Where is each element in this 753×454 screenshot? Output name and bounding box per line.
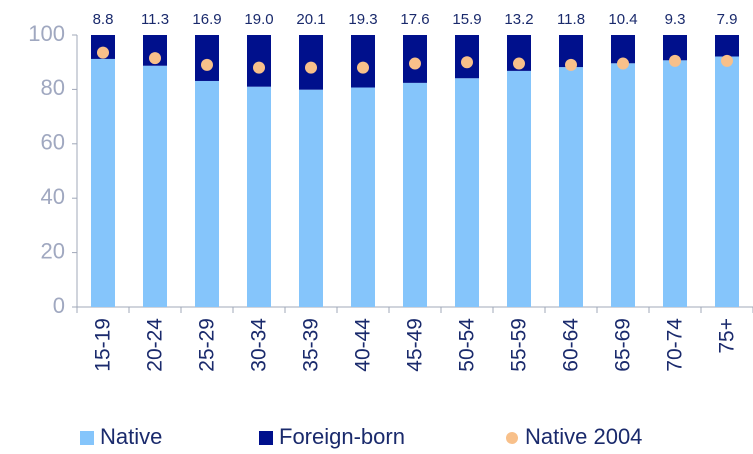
dot bbox=[461, 56, 473, 69]
x-tick-label: 25-29 bbox=[196, 318, 219, 372]
x-tick-group: 15-19 bbox=[92, 318, 115, 372]
data-label: 8.8 bbox=[93, 11, 114, 28]
dot bbox=[669, 54, 681, 67]
bar-segment bbox=[715, 56, 739, 307]
bar-segment bbox=[403, 82, 427, 307]
dot bbox=[305, 61, 317, 74]
x-tick-group: 30-34 bbox=[248, 318, 271, 372]
legend-marker bbox=[80, 431, 94, 445]
dot bbox=[721, 54, 733, 67]
bar-segment bbox=[507, 70, 531, 308]
x-tick-label: 75+ bbox=[716, 318, 739, 354]
dot bbox=[409, 57, 421, 70]
x-tick-group: 65-69 bbox=[612, 318, 635, 372]
bar-segment bbox=[351, 35, 375, 88]
y-tick-label: 60 bbox=[41, 130, 65, 155]
x-tick-label: 35-39 bbox=[300, 318, 323, 372]
bar-segment bbox=[247, 35, 271, 87]
y-tick-label: 100 bbox=[28, 21, 65, 46]
x-tick-label: 65-69 bbox=[612, 318, 635, 372]
y-tick-label: 20 bbox=[41, 238, 65, 263]
data-label: 19.0 bbox=[244, 11, 273, 28]
bar-segment bbox=[195, 80, 219, 307]
data-label: 15.9 bbox=[452, 11, 481, 28]
x-tick-group: 25-29 bbox=[196, 318, 219, 372]
x-tick-group: 60-64 bbox=[560, 318, 583, 372]
y-tick-label: 80 bbox=[41, 75, 65, 100]
x-tick-group: 50-54 bbox=[456, 318, 479, 372]
dot bbox=[357, 61, 369, 74]
x-tick-group: 40-44 bbox=[352, 318, 375, 372]
bar-segment bbox=[351, 87, 375, 307]
data-label: 11.3 bbox=[141, 11, 169, 28]
data-label: 7.9 bbox=[717, 11, 738, 28]
data-label: 11.8 bbox=[557, 11, 585, 28]
x-tick-label: 20-24 bbox=[144, 318, 167, 372]
data-label: 13.2 bbox=[504, 11, 533, 28]
x-tick-group: 70-74 bbox=[664, 318, 687, 372]
bar-segment bbox=[299, 89, 323, 307]
data-label: 10.4 bbox=[608, 11, 637, 28]
legend-label: Foreign-born bbox=[279, 424, 405, 449]
data-label: 20.1 bbox=[296, 11, 325, 28]
legend-marker bbox=[506, 432, 518, 444]
bar-segment bbox=[715, 35, 739, 57]
y-tick-label: 40 bbox=[41, 184, 65, 209]
data-label: 19.3 bbox=[348, 11, 377, 28]
x-tick-group: 35-39 bbox=[300, 318, 323, 372]
data-label: 9.3 bbox=[665, 11, 686, 28]
x-tick-label: 15-19 bbox=[92, 318, 115, 372]
x-tick-group: 55-59 bbox=[508, 318, 531, 372]
x-tick-label: 60-64 bbox=[560, 318, 583, 372]
x-tick-group: 75+ bbox=[716, 318, 739, 354]
bar-segment bbox=[559, 67, 583, 307]
bar-segment bbox=[455, 78, 479, 307]
x-tick-label: 70-74 bbox=[664, 318, 687, 372]
legend-label: Native 2004 bbox=[525, 424, 642, 449]
x-tick-label: 40-44 bbox=[352, 318, 375, 372]
dot bbox=[617, 57, 629, 70]
x-tick-label: 55-59 bbox=[508, 318, 531, 372]
bar-segment bbox=[247, 86, 271, 308]
x-tick-label: 50-54 bbox=[456, 318, 479, 372]
dot bbox=[513, 57, 525, 70]
bar-segment bbox=[91, 58, 115, 307]
bar-segment bbox=[611, 63, 635, 308]
dot bbox=[97, 46, 109, 59]
dot bbox=[201, 58, 213, 71]
x-tick-group: 45-49 bbox=[404, 318, 427, 372]
dot bbox=[253, 61, 265, 74]
bar-segment bbox=[663, 60, 687, 307]
y-tick-label: 0 bbox=[53, 293, 65, 318]
bar-segment bbox=[195, 35, 219, 81]
legend-marker bbox=[259, 431, 273, 445]
data-label: 17.6 bbox=[400, 11, 429, 28]
dot bbox=[565, 58, 577, 71]
x-tick-label: 45-49 bbox=[404, 318, 427, 372]
dot bbox=[149, 52, 161, 65]
x-tick-label: 30-34 bbox=[248, 318, 271, 372]
data-label: 16.9 bbox=[192, 11, 221, 28]
legend-label: Native bbox=[100, 424, 162, 449]
bar-segment bbox=[143, 65, 167, 308]
x-tick-group: 20-24 bbox=[144, 318, 167, 372]
